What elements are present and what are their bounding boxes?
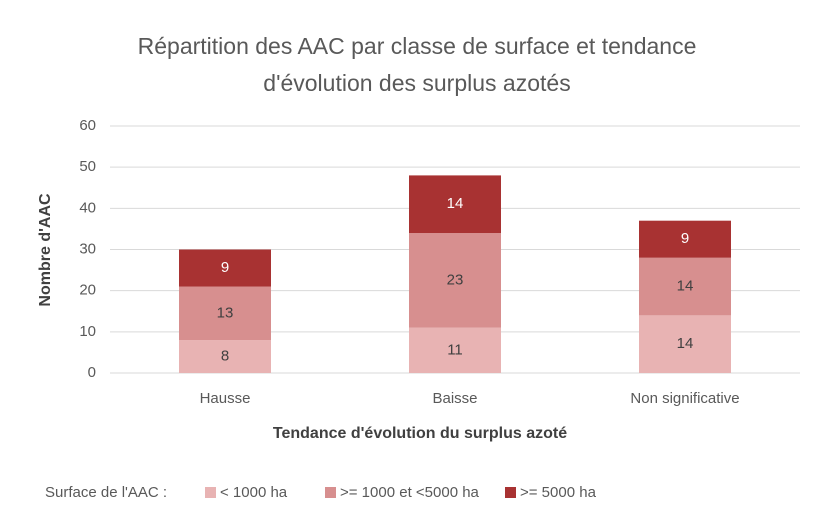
bar-segment <box>179 340 271 373</box>
data-label: 9 <box>221 259 229 276</box>
bar-segment <box>179 286 271 341</box>
x-tick-label: Baisse <box>432 390 477 407</box>
legend-swatch <box>325 487 336 498</box>
y-tick-label: 40 <box>79 199 96 216</box>
y-tick-label: 60 <box>79 117 96 134</box>
x-tick-label: Hausse <box>200 390 251 407</box>
legend-label: >= 1000 et <5000 ha <box>340 484 480 501</box>
legend-label: < 1000 ha <box>220 484 288 501</box>
data-label: 8 <box>221 348 229 365</box>
data-label: 14 <box>677 335 694 352</box>
data-label: 14 <box>677 278 694 295</box>
y-tick-label: 50 <box>79 158 96 175</box>
legend-title: Surface de l'AAC : <box>45 484 167 501</box>
y-tick-label: 10 <box>79 323 96 340</box>
chart-title: Répartition des AAC par classe de surfac… <box>137 33 697 96</box>
data-label: 9 <box>681 230 689 247</box>
data-label: 13 <box>217 304 234 321</box>
bar-segment <box>409 327 501 373</box>
data-label: 14 <box>447 195 464 212</box>
bar-segment <box>179 249 271 287</box>
legend-swatch <box>205 487 216 498</box>
x-axis-title: Tendance d'évolution du surplus azoté <box>273 425 567 442</box>
bar-segment <box>409 233 501 328</box>
legend-label: >= 5000 ha <box>520 484 597 501</box>
bar-segment <box>409 175 501 234</box>
y-tick-label: 20 <box>79 282 96 299</box>
y-axis-title: Nombre d'AAC <box>37 193 54 307</box>
y-tick-label: 0 <box>88 364 96 381</box>
x-tick-label: Non significative <box>630 390 739 407</box>
legend-swatch <box>505 487 516 498</box>
data-label: 23 <box>447 271 464 288</box>
bar-segment <box>639 315 731 373</box>
data-label: 11 <box>447 341 463 358</box>
y-tick-label: 30 <box>79 240 96 257</box>
bar-segment <box>639 257 731 316</box>
bar-segment <box>639 220 731 258</box>
